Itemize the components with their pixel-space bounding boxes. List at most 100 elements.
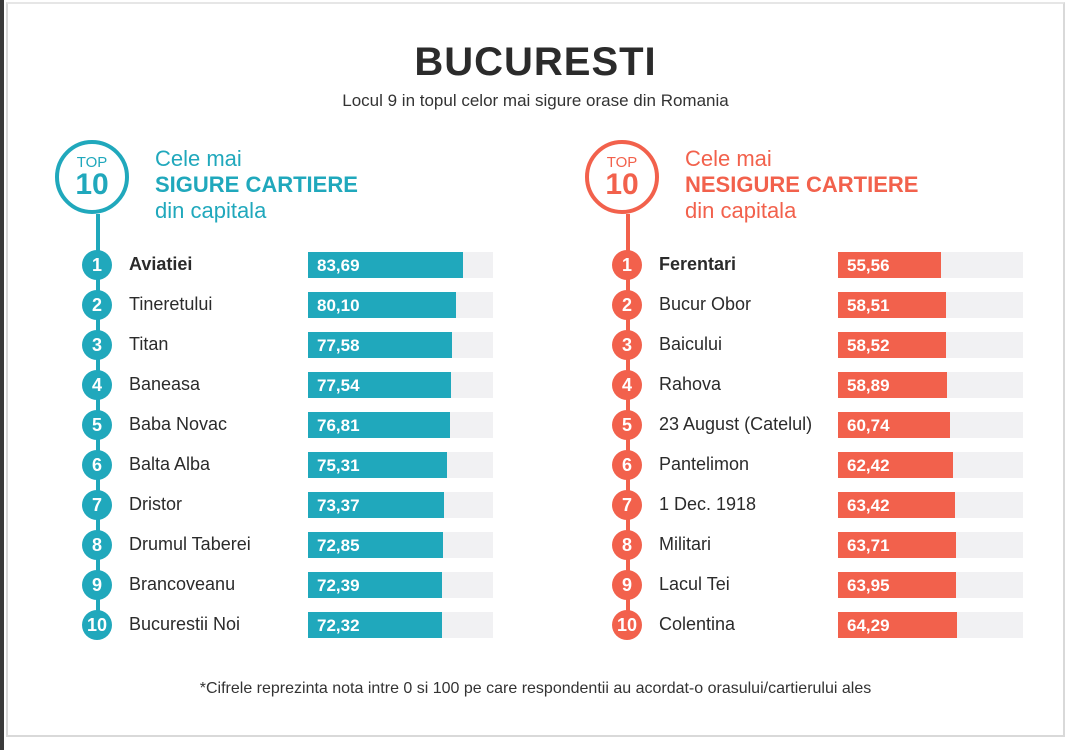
bar: 63,42: [838, 492, 956, 518]
value-label: 72,32: [317, 616, 360, 635]
rank-number: 6: [82, 450, 112, 480]
rank-number: 8: [612, 530, 642, 560]
bar: 75,31: [308, 452, 448, 478]
rank-number: 9: [612, 570, 642, 600]
bar-row: 4 Rahova 58,89: [585, 370, 1055, 400]
rank-number: 7: [612, 490, 642, 520]
rank-number: 9: [82, 570, 112, 600]
badge-number: 10: [605, 168, 639, 201]
value-label: 64,29: [847, 616, 890, 635]
bar: 63,71: [838, 532, 956, 558]
bar-row: 9 Lacul Tei 63,95: [585, 570, 1055, 600]
category-label: Drumul Taberei: [129, 534, 251, 554]
category-label: Baneasa: [129, 374, 201, 394]
bar-track: 64,29: [838, 612, 1023, 638]
bar: 58,51: [838, 292, 947, 318]
category-label: Dristor: [129, 494, 182, 514]
bar-row: 10 Colentina 64,29: [585, 610, 1055, 640]
value-label: 63,42: [847, 496, 890, 515]
bar-track: 55,56: [838, 252, 1023, 278]
heading-line-3: din capitala: [685, 198, 797, 223]
badge-top-label: TOP: [76, 154, 108, 171]
category-label: Bucurestii Noi: [129, 614, 241, 634]
page-subtitle: Locul 9 in topul celor mai sigure orase …: [342, 91, 729, 110]
category-label: Militari: [659, 534, 711, 554]
bar-track: 80,10: [308, 292, 493, 318]
bar-track: 76,81: [308, 412, 493, 438]
category-label: Bucur Obor: [659, 294, 752, 314]
bar-track: 58,52: [838, 332, 1023, 358]
bar-track: 60,74: [838, 412, 1023, 438]
rank-number: 3: [612, 330, 642, 360]
category-label: Aviatiei: [129, 254, 193, 274]
bar-row: 7 Dristor 73,37: [55, 490, 525, 520]
heading-line-1: Cele mai: [155, 146, 242, 171]
bar-track: 75,31: [308, 452, 493, 478]
heading-line-1: Cele mai: [685, 146, 772, 171]
heading-line-3: din capitala: [155, 198, 267, 223]
unsafe-neighbourhoods-chart: TOP 10 Cele mai NESIGURE CARTIERE din ca…: [585, 140, 1055, 650]
footnote: *Cifrele reprezinta nota intre 0 si 100 …: [199, 680, 872, 697]
value-label: 77,58: [317, 336, 360, 355]
bar: 72,39: [308, 572, 442, 598]
bar: 72,85: [308, 532, 443, 558]
category-label: Colentina: [659, 614, 736, 634]
infographic-frame: [6, 2, 1065, 737]
bar-track: 58,51: [838, 292, 1023, 318]
bar-row: 6 Balta Alba 75,31: [55, 450, 525, 480]
category-label: 1 Dec. 1918: [659, 494, 757, 514]
bar-track: 77,54: [308, 372, 493, 398]
bar-row: 1 Aviatiei 83,69: [55, 250, 525, 280]
value-label: 83,69: [317, 256, 360, 275]
rank-number: 2: [82, 290, 112, 320]
value-label: 76,81: [317, 416, 360, 435]
rank-number: 4: [82, 370, 112, 400]
bar-track: 72,85: [308, 532, 493, 558]
bar: 80,10: [308, 292, 457, 318]
bar-row: 10 Bucurestii Noi 72,32: [55, 610, 525, 640]
rank-number: 6: [612, 450, 642, 480]
rank-number: 4: [612, 370, 642, 400]
rank-number: 1: [82, 250, 112, 280]
bar: 77,58: [308, 332, 452, 358]
rank-number: 10: [82, 610, 112, 640]
value-label: 77,54: [317, 376, 360, 395]
category-label: Pantelimon: [659, 454, 750, 474]
bar-row: 2 Tineretului 80,10: [55, 290, 525, 320]
bar-row: 3 Titan 77,58: [55, 330, 525, 360]
rank-number: 8: [82, 530, 112, 560]
category-label: Balta Alba: [129, 454, 211, 474]
bar-row: 1 Ferentari 55,56: [585, 250, 1055, 280]
heading-line-2: NESIGURE CARTIERE: [685, 172, 919, 197]
value-label: 60,74: [847, 416, 890, 435]
rank-number: 3: [82, 330, 112, 360]
category-label: Baba Novac: [129, 414, 228, 434]
value-label: 75,31: [317, 456, 360, 475]
bar-track: 63,71: [838, 532, 1023, 558]
bar-row: 8 Drumul Taberei 72,85: [55, 530, 525, 560]
category-label: Rahova: [659, 374, 722, 394]
value-label: 58,52: [847, 336, 890, 355]
bar: 58,52: [838, 332, 947, 358]
badge-top-label: TOP: [606, 154, 638, 171]
bar-track: 72,39: [308, 572, 493, 598]
rank-number: 2: [612, 290, 642, 320]
category-label: Brancoveanu: [129, 574, 236, 594]
top10-badge: TOP 10: [585, 140, 659, 214]
badge-number: 10: [75, 168, 109, 201]
bar-track: 72,32: [308, 612, 493, 638]
category-label: Titan: [129, 334, 169, 354]
bar-row: 7 1 Dec. 1918 63,42: [585, 490, 1055, 520]
value-label: 55,56: [847, 256, 890, 275]
bar-row: 2 Bucur Obor 58,51: [585, 290, 1055, 320]
bar-row: 6 Pantelimon 62,42: [585, 450, 1055, 480]
bar: 62,42: [838, 452, 954, 478]
bar-row: 9 Brancoveanu 72,39: [55, 570, 525, 600]
value-label: 58,51: [847, 296, 890, 315]
bar: 77,54: [308, 372, 452, 398]
bar-row: 4 Baneasa 77,54: [55, 370, 525, 400]
safe-neighbourhoods-chart: TOP 10 Cele mai SIGURE CARTIERE din capi…: [55, 140, 525, 650]
bar: 55,56: [838, 252, 941, 278]
value-label: 72,85: [317, 536, 360, 555]
bar: 58,89: [838, 372, 947, 398]
